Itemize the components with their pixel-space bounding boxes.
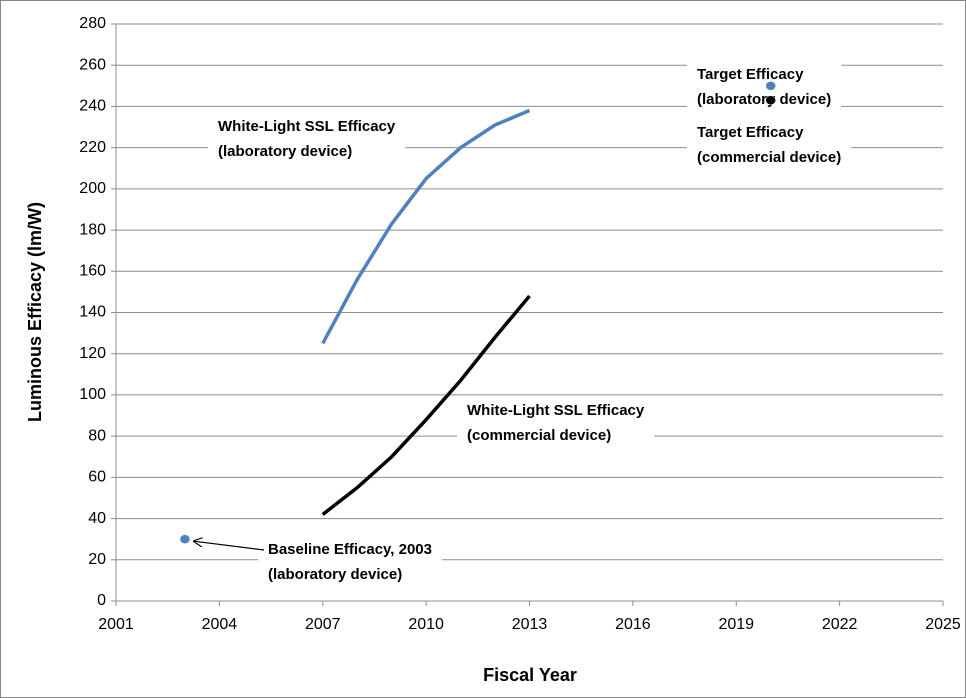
x-axis-title: Fiscal Year — [483, 665, 577, 685]
series-line — [321, 108, 531, 345]
point — [765, 95, 776, 105]
annotation-bg — [687, 61, 842, 115]
x-tick-label: 2025 — [925, 616, 961, 633]
x-tick-label: 2010 — [408, 616, 444, 633]
annotation-bg — [258, 536, 442, 590]
y-tick-label: 80 — [88, 427, 106, 444]
x-tick-label: 2004 — [202, 616, 238, 633]
y-axis-title: Luminous Efficacy (lm/W) — [25, 202, 45, 422]
annotation: (commercial device) — [467, 427, 611, 444]
y-tick-label: 240 — [79, 98, 106, 115]
annotation: White-Light SSL Efficacy — [467, 402, 645, 419]
annotation-bg — [457, 397, 655, 451]
annotation: Baseline Efficacy, 2003 — [268, 541, 432, 558]
y-tick-label: 200 — [79, 180, 106, 197]
y-tick-label: 100 — [79, 386, 106, 403]
x-tick-label: 2016 — [615, 616, 651, 633]
x-tick-label: 2007 — [305, 616, 341, 633]
annotation: (laboratory device) — [218, 143, 352, 160]
annotation: (commercial device) — [697, 149, 841, 166]
annotation: (laboratory device) — [697, 91, 831, 108]
annotation-bg — [208, 113, 406, 167]
y-tick-label: 160 — [79, 263, 106, 280]
series-line — [321, 294, 531, 516]
y-tick-label: 220 — [79, 139, 106, 156]
point — [179, 534, 191, 544]
y-tick-label: 0 — [97, 592, 106, 609]
annotation-bg — [687, 119, 852, 173]
y-tick-label: 140 — [79, 304, 106, 321]
y-tick-label: 280 — [79, 15, 106, 32]
annotation-arrow — [194, 541, 265, 551]
x-tick-label: 2019 — [718, 616, 754, 633]
x-tick-label: 2022 — [822, 616, 858, 633]
y-tick-label: 180 — [79, 221, 106, 238]
x-tick-label: 2001 — [98, 616, 134, 633]
y-tick-label: 20 — [88, 551, 106, 568]
y-tick-label: 120 — [79, 345, 106, 362]
annotation: Target Efficacy — [697, 66, 804, 83]
y-tick-label: 260 — [79, 56, 106, 73]
annotation: White-Light SSL Efficacy — [218, 118, 396, 135]
point — [765, 81, 776, 91]
y-tick-label: 60 — [88, 469, 106, 486]
y-tick-label: 40 — [88, 510, 106, 527]
x-tick-label: 2013 — [512, 616, 548, 633]
annotation: (laboratory device) — [268, 566, 402, 583]
annotation: Target Efficacy — [697, 124, 804, 141]
